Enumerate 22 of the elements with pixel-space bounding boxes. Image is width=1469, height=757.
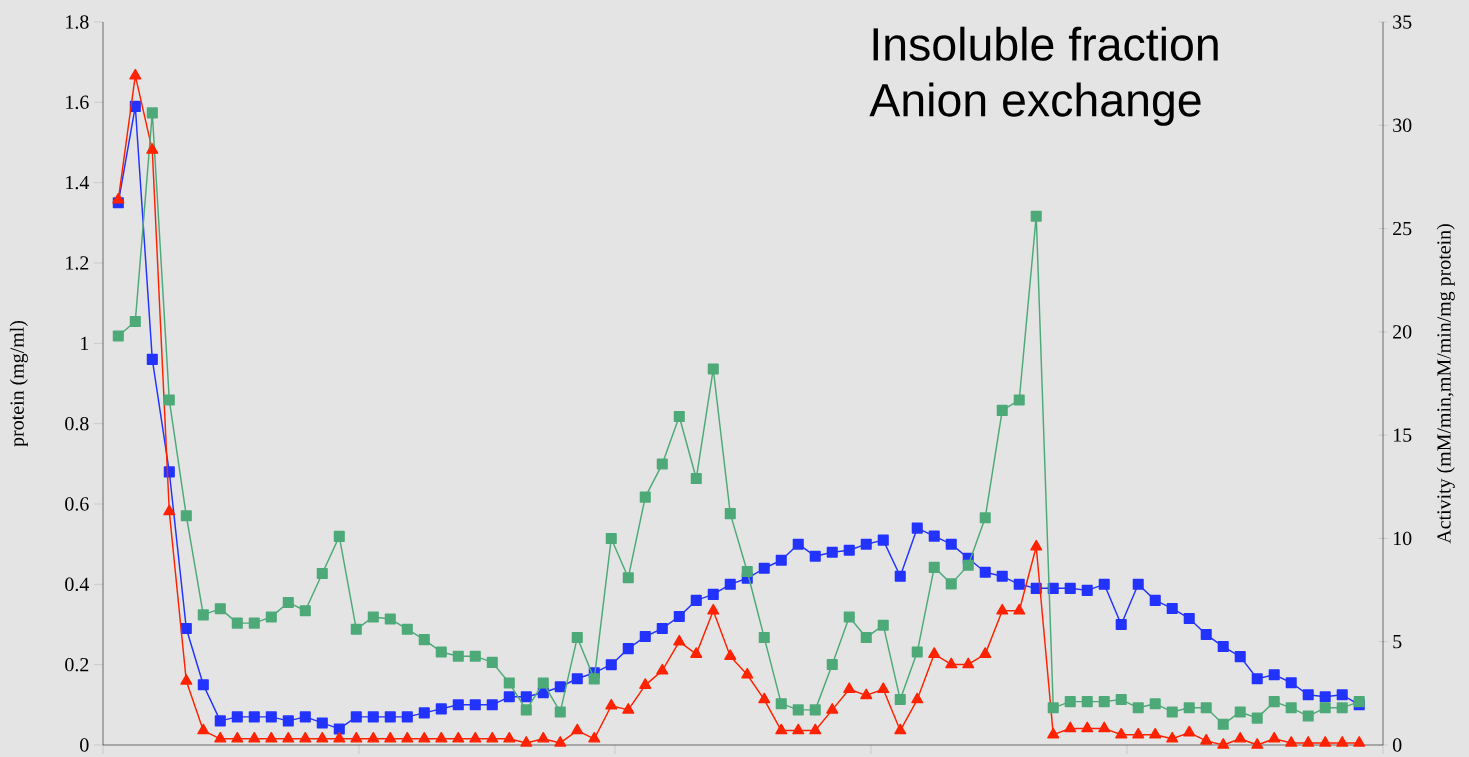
chart-title: Insoluble fraction xyxy=(873,26,1218,61)
y2-tick-label: 35 xyxy=(1393,15,1412,29)
y2-tick-label: 10 xyxy=(1393,531,1412,546)
text: Anion exchange xyxy=(869,82,1201,126)
y2-tick-label: 0 xyxy=(1392,738,1402,752)
y-tick-label: 1 xyxy=(81,336,89,350)
y-tick-label: 0 xyxy=(80,738,89,752)
y2-tick-label: 5 xyxy=(1393,635,1402,649)
y2-axis-title: Activity (mM/min,mM/min/mg protein) xyxy=(1436,224,1455,544)
y2-tick-label: 20 xyxy=(1393,325,1412,339)
y-tick-label: 0.4 xyxy=(65,577,89,592)
y-tick-label: 1.8 xyxy=(66,15,89,29)
y-tick-label: 0.8 xyxy=(65,416,89,431)
y-tick-label: 1.6 xyxy=(66,95,89,110)
y-tick-label: 0.2 xyxy=(65,657,89,672)
y-tick-label: 1.4 xyxy=(66,175,89,190)
y-axis-title: protein (mg/ml) xyxy=(9,321,28,447)
y-tick-label: 0.6 xyxy=(65,497,89,511)
y2-tick-label: 15 xyxy=(1393,428,1412,442)
y2-tick-label: 25 xyxy=(1393,221,1412,236)
y-tick-label: 1.2 xyxy=(66,256,89,270)
y2-tick-label: 30 xyxy=(1393,118,1412,132)
